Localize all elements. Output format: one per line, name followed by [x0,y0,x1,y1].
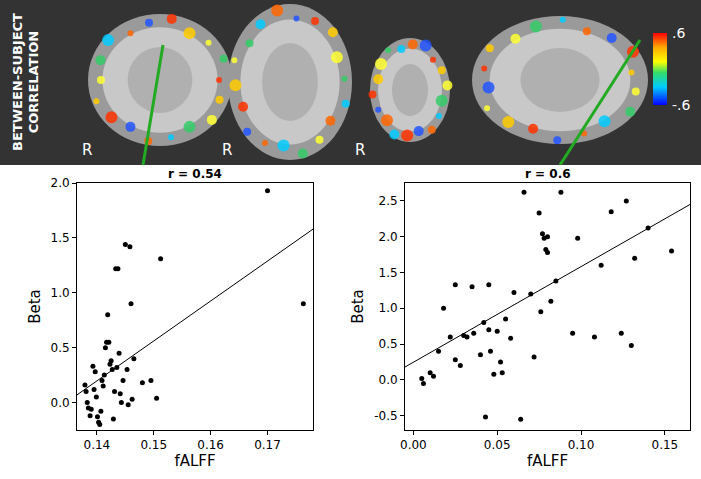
svg-text:0.16: 0.16 [197,438,224,452]
svg-text:.6: .6 [672,25,685,41]
svg-text:0.17: 0.17 [254,438,281,452]
svg-text:R: R [222,141,232,159]
svg-text:R: R [82,141,92,159]
svg-text:1.5: 1.5 [379,266,398,280]
svg-text:BETWEEN-SUBJECTCORRELATION: BETWEEN-SUBJECTCORRELATION [10,13,41,151]
svg-text:2.0: 2.0 [51,176,70,190]
svg-text:fALFF: fALFF [527,452,568,470]
svg-text:0.00: 0.00 [400,438,427,452]
svg-text:0.15: 0.15 [140,438,167,452]
svg-text:0.5: 0.5 [51,341,70,355]
svg-text:Beta: Beta [349,289,367,324]
svg-text:fALFF: fALFF [174,452,215,470]
svg-text:r = 0.6: r = 0.6 [525,167,571,181]
svg-text:Beta: Beta [26,289,44,324]
svg-text:0.10: 0.10 [568,438,595,452]
svg-text:0.0: 0.0 [379,373,398,387]
svg-text:0.14: 0.14 [84,438,111,452]
svg-text:2.5: 2.5 [379,194,398,208]
svg-text:2.0: 2.0 [379,230,398,244]
svg-text:0.05: 0.05 [484,438,511,452]
svg-text:0.5: 0.5 [379,337,398,351]
svg-text:1.0: 1.0 [51,286,70,300]
svg-text:0.0: 0.0 [51,396,70,410]
svg-text:-.6: -.6 [672,97,691,113]
svg-text:r = 0.54: r = 0.54 [168,167,222,181]
svg-text:R: R [355,141,365,159]
svg-text:1.5: 1.5 [51,231,70,245]
svg-text:0.15: 0.15 [651,438,678,452]
svg-text:-0.5: -0.5 [374,409,397,423]
svg-text:1.0: 1.0 [379,301,398,315]
